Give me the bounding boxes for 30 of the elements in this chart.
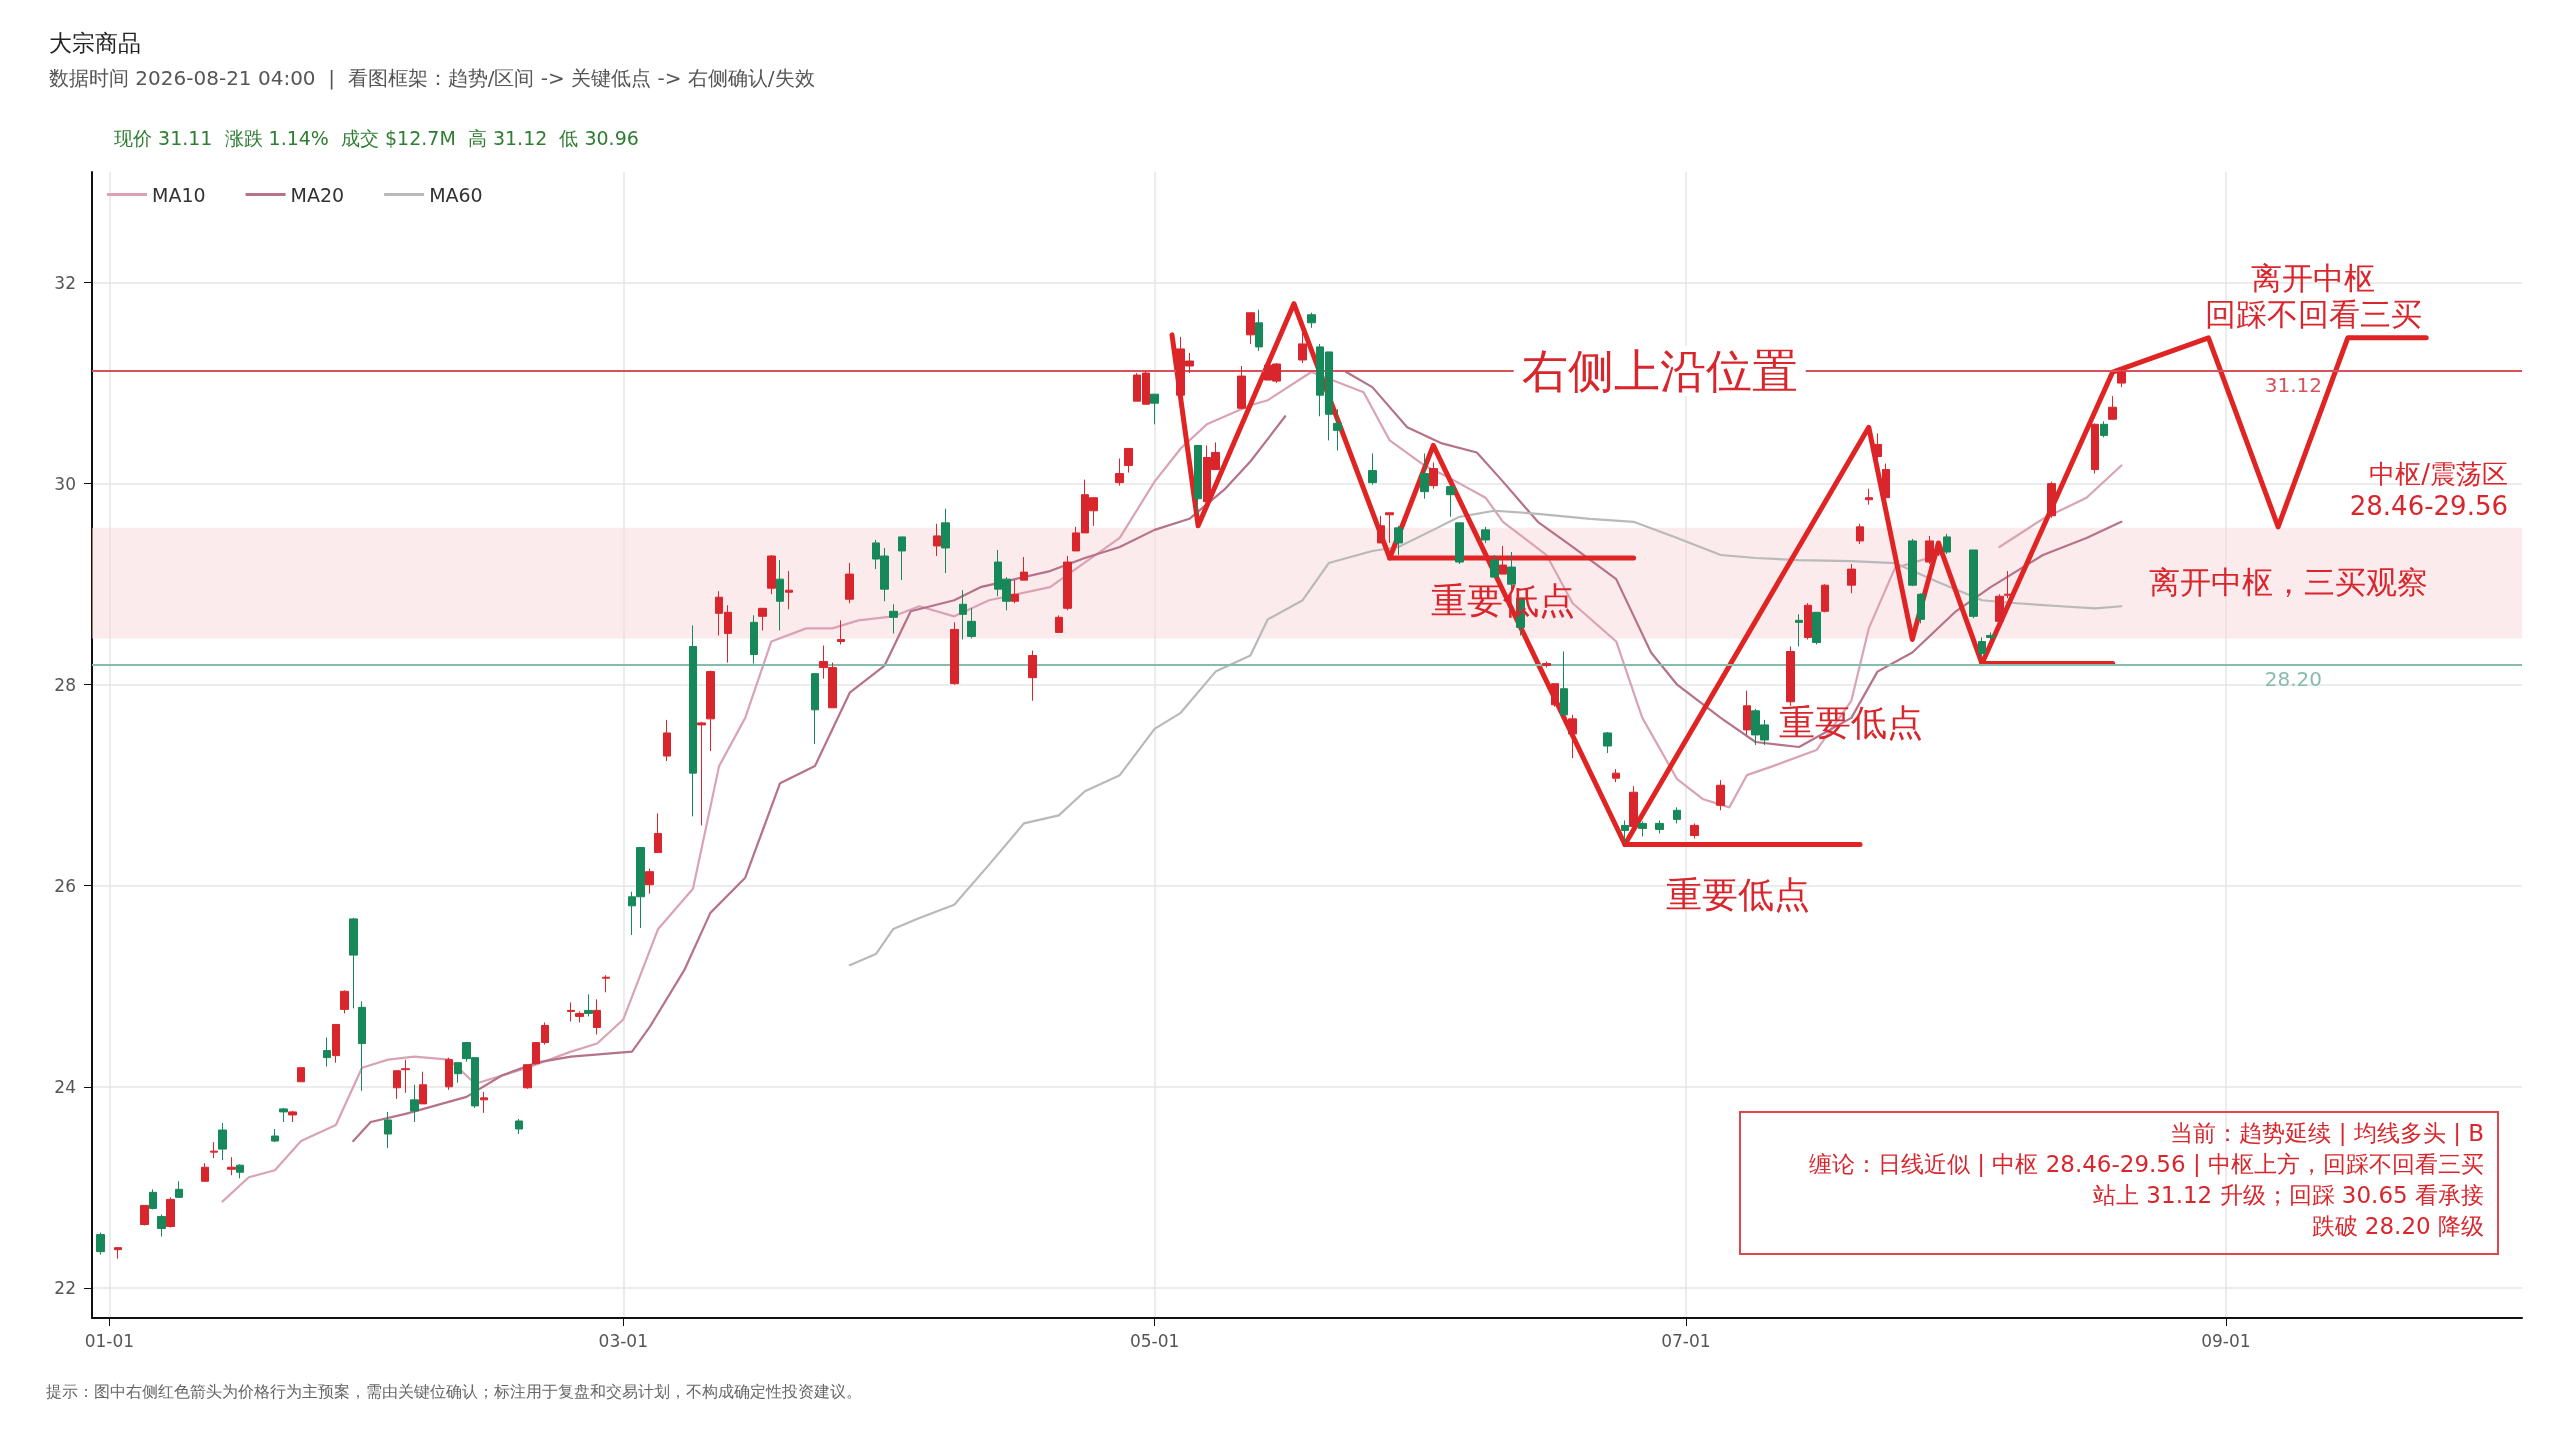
legend-label: MA20 [290, 183, 345, 206]
annotation: 右侧上沿位置 [1521, 344, 1798, 399]
annotation: 跌破 28.20 降级 [2311, 1212, 2484, 1239]
annotation: 离开中枢 [2251, 259, 2376, 296]
x-tick-label: 09-01 [2201, 1330, 2251, 1351]
y-tick-label: 30 [54, 473, 76, 494]
text: 提示：图中右侧红色箭头为价格行为主预案，需由关键位确认；标注用于复盘和交易计划，不构成确定性投资建议。 [46, 1381, 862, 1401]
x-tick-label: 07-01 [1661, 1330, 1711, 1351]
chart-subtitle: 数据时间 2026-08-21 04:00 | 看图框架：趋势/区间 -> 关键低点 -> 右侧确认/失效 [49, 66, 815, 90]
x-tick-label: 01-01 [84, 1330, 135, 1351]
y-tick-label: 24 [54, 1076, 76, 1097]
ref-line-label: 31.12 [2264, 373, 2322, 398]
y-tick-label: 22 [54, 1277, 76, 1298]
y-tick-label: 26 [54, 875, 76, 896]
annotation: 当前：趋势延续 | 均线多头 | B [2170, 1119, 2484, 1146]
annotation: 重要低点 [1666, 874, 1811, 916]
y-tick-label: 28 [54, 674, 76, 695]
annotation: 站上 31.12 升级；回踩 30.65 看承接 [2093, 1181, 2484, 1208]
y-tick-label: 32 [54, 272, 76, 293]
text: 现价 31.11 涨跌 1.14% 成交 $12.7M 高 31.12 低 30.96 [114, 126, 639, 149]
legend-label: MA10 [152, 183, 206, 206]
annotation: 回踩不回看三买 [2204, 295, 2422, 332]
band-label: 中枢/震荡区 28.46-29.56 [2349, 458, 2508, 521]
ref-line-label: 28.20 [2264, 666, 2322, 691]
x-tick-label: 03-01 [598, 1330, 648, 1351]
legend-label: MA60 [429, 183, 483, 206]
x-tick-label: 05-01 [1129, 1330, 1180, 1351]
annotation: 缠论：日线近似 | 中枢 28.46-29.56 | 中枢上方，回踩不回看三买 [1808, 1150, 2484, 1177]
annotation: 离开中枢，三买观察 [2148, 563, 2428, 600]
chart-title: 大宗商品 [49, 29, 141, 56]
